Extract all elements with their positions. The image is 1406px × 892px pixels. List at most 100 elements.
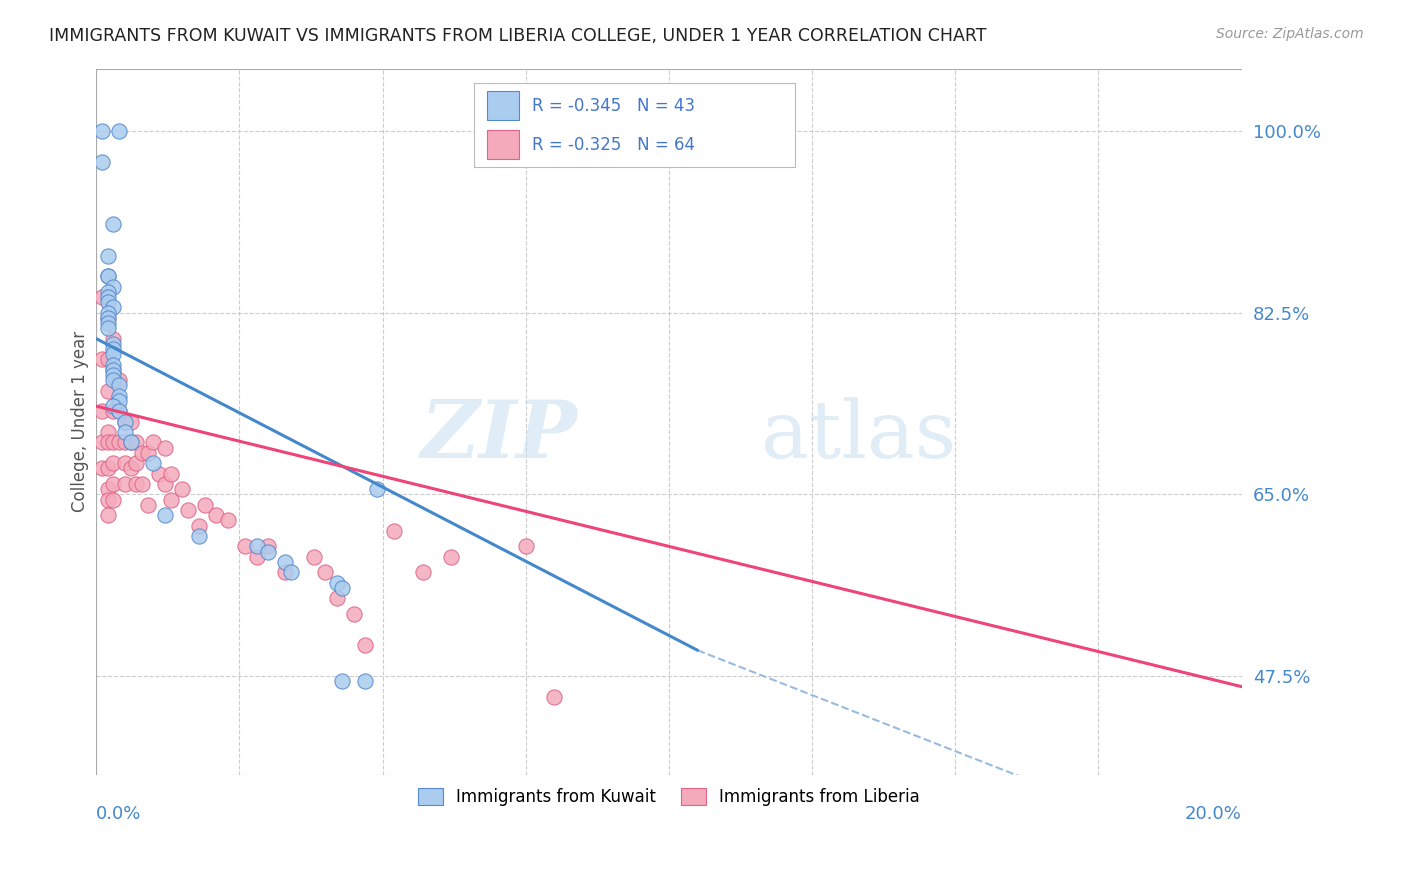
Point — [354, 638, 377, 652]
Point — [194, 498, 217, 512]
Point — [90, 124, 112, 138]
Point — [172, 482, 194, 496]
Point — [245, 549, 267, 564]
Point — [97, 508, 120, 523]
Point — [103, 279, 125, 293]
Point — [90, 290, 112, 304]
Point — [108, 389, 131, 403]
Point — [257, 544, 280, 558]
Point — [90, 352, 112, 367]
Point — [136, 498, 159, 512]
Text: atlas: atlas — [761, 397, 956, 475]
Y-axis label: College, Under 1 year: College, Under 1 year — [72, 331, 89, 512]
Point — [97, 435, 120, 450]
Point — [153, 508, 176, 523]
Point — [108, 393, 131, 408]
Point — [103, 218, 125, 232]
Point — [97, 321, 120, 335]
Point — [97, 305, 120, 319]
Point — [125, 477, 148, 491]
Point — [97, 285, 120, 299]
Point — [325, 591, 347, 606]
Point — [103, 332, 125, 346]
Point — [440, 549, 463, 564]
Point — [280, 566, 302, 580]
Point — [131, 446, 153, 460]
Point — [97, 482, 120, 496]
Text: ZIP: ZIP — [420, 397, 578, 475]
Point — [120, 415, 142, 429]
Point — [159, 467, 181, 481]
Text: 0.0%: 0.0% — [96, 805, 142, 823]
Point — [90, 404, 112, 418]
Point — [188, 518, 211, 533]
Point — [103, 347, 125, 361]
Point — [120, 435, 142, 450]
Point — [108, 404, 131, 418]
Point — [103, 373, 125, 387]
Point — [274, 566, 297, 580]
Point — [302, 549, 325, 564]
Point — [103, 368, 125, 382]
Point — [177, 503, 200, 517]
Point — [366, 482, 388, 496]
Point — [343, 607, 366, 621]
Point — [103, 358, 125, 372]
Point — [159, 492, 181, 507]
Point — [142, 456, 165, 470]
Point — [103, 363, 125, 377]
Point — [125, 456, 148, 470]
Point — [103, 404, 125, 418]
Text: 20.0%: 20.0% — [1185, 805, 1241, 823]
Point — [543, 690, 565, 704]
Point — [108, 404, 131, 418]
Point — [233, 540, 256, 554]
Point — [114, 435, 136, 450]
Point — [114, 415, 136, 429]
Point — [103, 363, 125, 377]
Point — [120, 435, 142, 450]
Point — [108, 378, 131, 392]
Point — [97, 269, 120, 284]
Point — [97, 425, 120, 439]
Point — [103, 301, 125, 315]
Point — [103, 336, 125, 351]
Point — [332, 674, 354, 689]
Point — [142, 435, 165, 450]
Point — [120, 461, 142, 475]
Point — [245, 540, 267, 554]
Point — [103, 477, 125, 491]
Point — [153, 477, 176, 491]
Point — [257, 540, 280, 554]
Point — [97, 269, 120, 284]
Point — [153, 441, 176, 455]
Point — [354, 674, 377, 689]
Point — [97, 248, 120, 262]
Point — [97, 384, 120, 398]
Legend: Immigrants from Kuwait, Immigrants from Liberia: Immigrants from Kuwait, Immigrants from … — [411, 781, 927, 813]
Point — [103, 399, 125, 413]
Point — [314, 566, 336, 580]
Point — [103, 456, 125, 470]
Point — [97, 316, 120, 330]
Point — [90, 435, 112, 450]
Point — [97, 461, 120, 475]
Point — [136, 446, 159, 460]
Text: IMMIGRANTS FROM KUWAIT VS IMMIGRANTS FROM LIBERIA COLLEGE, UNDER 1 YEAR CORRELAT: IMMIGRANTS FROM KUWAIT VS IMMIGRANTS FRO… — [49, 27, 987, 45]
Point — [114, 415, 136, 429]
Point — [382, 524, 405, 538]
Point — [108, 435, 131, 450]
Point — [217, 513, 239, 527]
Point — [103, 492, 125, 507]
Point — [97, 310, 120, 325]
Point — [103, 342, 125, 356]
Point — [97, 310, 120, 325]
Point — [97, 290, 120, 304]
Point — [97, 352, 120, 367]
Point — [103, 435, 125, 450]
Point — [108, 124, 131, 138]
Point — [125, 435, 148, 450]
Point — [131, 477, 153, 491]
Point — [412, 566, 434, 580]
Text: Source: ZipAtlas.com: Source: ZipAtlas.com — [1216, 27, 1364, 41]
